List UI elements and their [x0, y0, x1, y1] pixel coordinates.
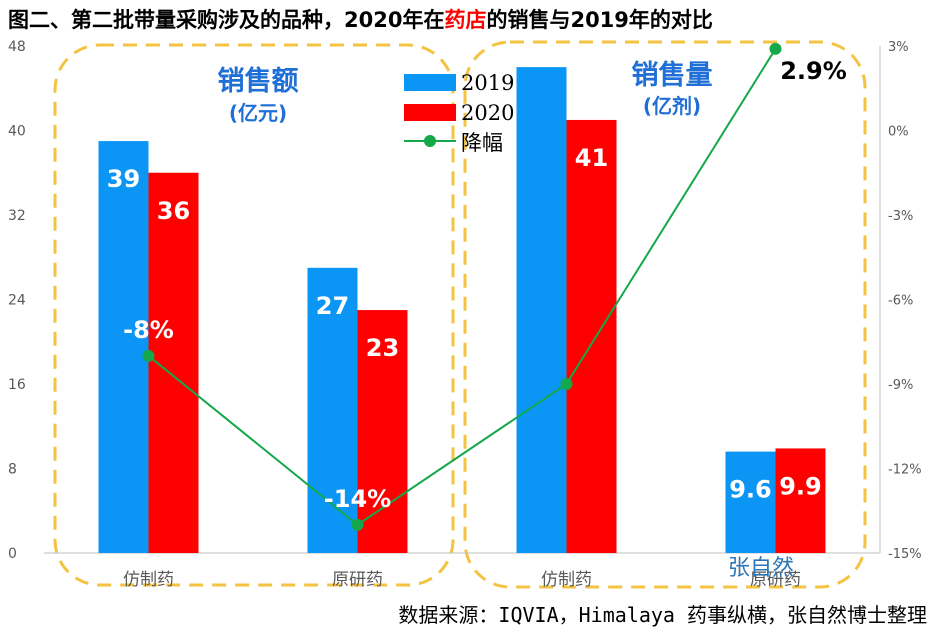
legend-swatch-2020 [404, 104, 456, 121]
y-right-tick-label-0: -15% [888, 547, 922, 562]
y-left-tick-label-3: 24 [8, 293, 26, 309]
group-title-sales-volume: 销售量 [632, 59, 713, 91]
group-subtitle-sales-value: (亿元) [229, 101, 287, 125]
chart-title-part2: 的销售与2019年的对比 [486, 8, 712, 32]
group-box-sales-value [53, 43, 455, 587]
y-right-tick-label-6: 3% [888, 40, 909, 55]
bar-2020-1 [357, 310, 408, 553]
decline-marker-3 [769, 42, 782, 55]
y-left-tick-label-4: 32 [8, 208, 26, 224]
watermark: 张自然 [728, 556, 794, 581]
chart-title: 图二、第二批带量采购涉及的品种，2020年在药店的销售与2019年的对比 [8, 8, 713, 32]
bar-2019-3 [725, 451, 776, 553]
decline-line [147, 48, 777, 527]
bar-label-2020-1: 23 [366, 334, 399, 362]
bars [98, 67, 826, 553]
y-left-tick-label-5: 40 [8, 124, 26, 140]
source-note: 数据来源：IQVIA，Himalaya 药事纵横，张自然博士整理 [398, 603, 927, 627]
y-right-tick-label-3: -6% [888, 294, 913, 309]
y-right-tick-label-5: 0% [888, 125, 909, 140]
bar-label-2019-3: 9.6 [729, 476, 772, 504]
bar-label-2019-1: 27 [316, 292, 349, 320]
decline-marker-2 [560, 378, 573, 390]
y-right-tick-label-1: -12% [888, 463, 922, 478]
y-left-tick-label-2: 16 [8, 377, 26, 393]
legend-label-decline: 降幅 [461, 131, 503, 155]
legend-swatch-2019 [404, 74, 456, 91]
y-right-tick-label-2: -9% [888, 378, 913, 393]
y-right-tick-label-4: -3% [888, 209, 913, 224]
x-tick-label-2: 仿制药 [541, 570, 592, 590]
legend-marker-decline [424, 135, 436, 147]
bar-label-2020-2: 41 [575, 144, 608, 172]
bar-2020-3 [775, 448, 826, 553]
bar-2019-2 [516, 67, 567, 553]
decline-label-1: -14% [324, 485, 391, 513]
chart-title-highlight: 药店 [444, 8, 486, 32]
bar-2020-2 [566, 119, 617, 553]
bar-label-2020-3: 9.9 [779, 472, 822, 500]
bar-2019-0 [98, 141, 149, 553]
legend: 2019 2020 降幅 [404, 71, 514, 155]
decline-label-0: -8% [123, 316, 174, 344]
decline-line-layer [142, 42, 782, 531]
bar-label-2019-0: 39 [107, 165, 140, 193]
x-tick-label-3: 原研药 [750, 570, 801, 590]
legend-label-2019: 2019 [461, 71, 514, 95]
y-left-tick-label-0: 0 [8, 546, 17, 562]
legend-label-2020: 2020 [461, 101, 514, 125]
group-title-sales-value: 销售额 [218, 65, 299, 97]
group-subtitle-sales-volume: (亿剂) [643, 94, 701, 118]
y-left-tick-label-6: 48 [8, 39, 26, 55]
x-tick-label-1: 原研药 [332, 570, 383, 590]
axes: 0 8 16 24 32 40 48 -15% -12% -9% -6% -3% 0% 3% 仿制药 原研药 仿… [8, 39, 922, 590]
group-box-sales-volume [463, 40, 867, 589]
decline-marker-0 [142, 349, 155, 362]
data-labels: 39 27 9.6 36 23 41 9.9 -8% -14% 2.9% [107, 57, 847, 513]
chart-title-part1: 图二、第二批带量采购涉及的品种，2020年在 [8, 8, 444, 32]
decline-marker-1 [351, 518, 364, 531]
bar-label-2020-0: 36 [157, 197, 190, 225]
y-left-tick-label-1: 8 [8, 462, 17, 478]
decline-label-3: 2.9% [780, 57, 847, 85]
x-tick-label-0: 仿制药 [123, 570, 174, 590]
